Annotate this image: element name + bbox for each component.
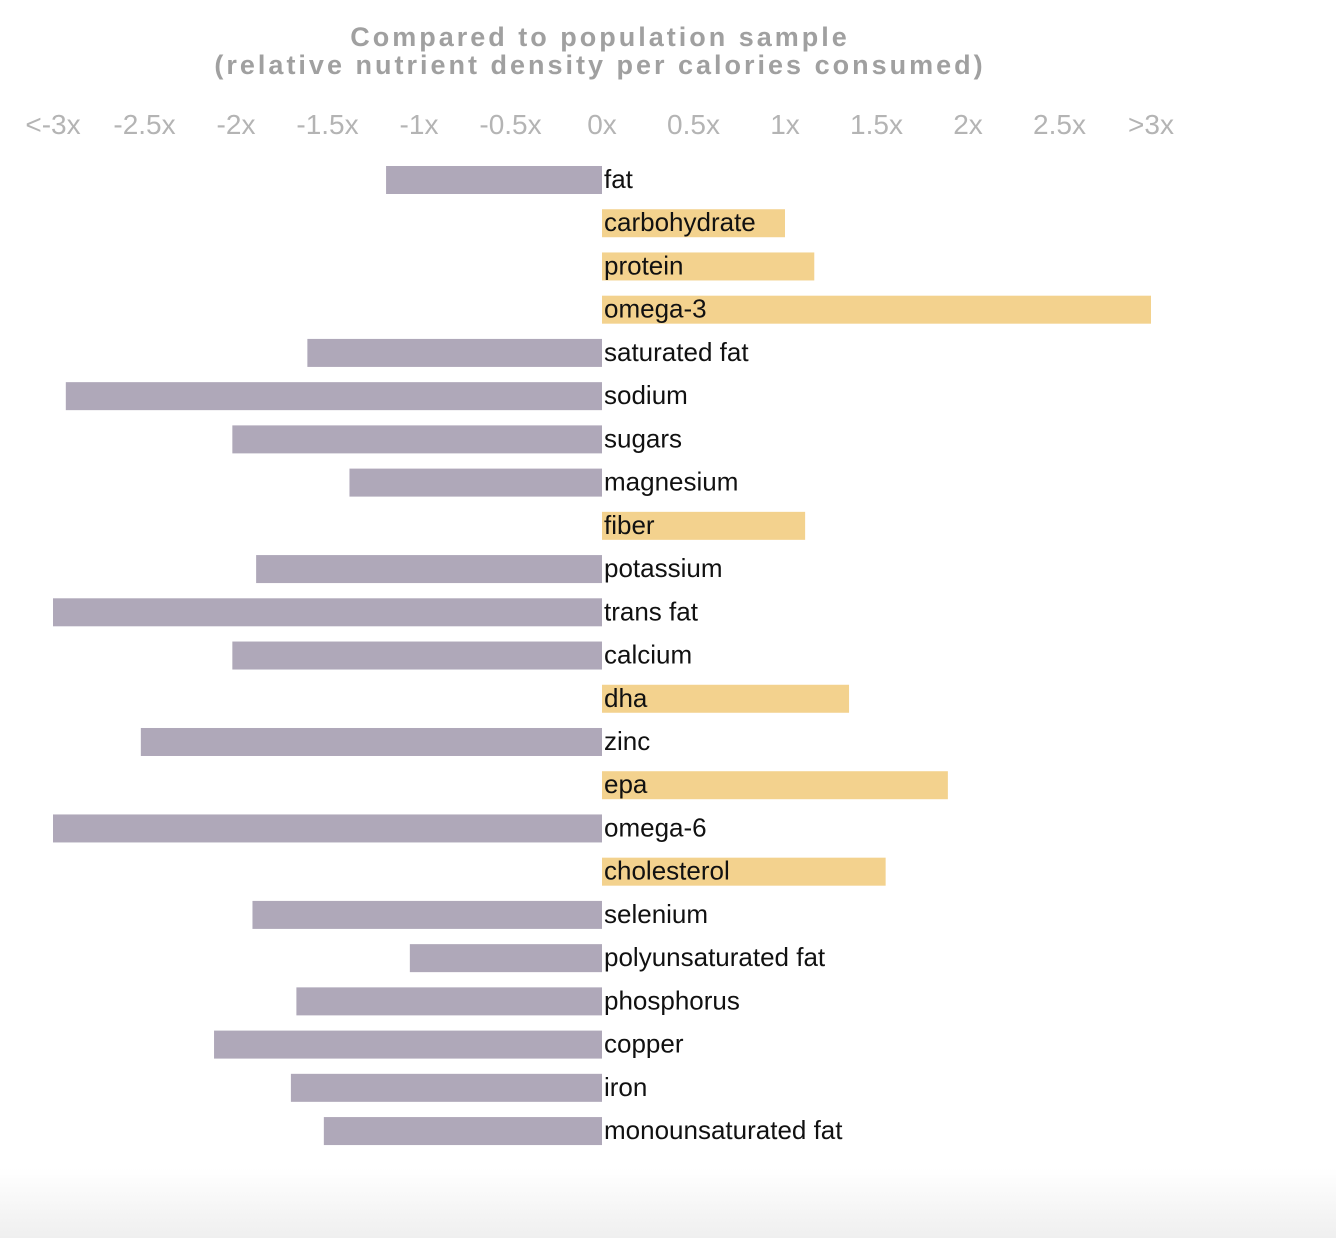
bar-sugars	[232, 425, 602, 454]
bar-label: fat	[604, 164, 634, 194]
bar-label: potassium	[604, 553, 723, 583]
bar-calcium	[232, 641, 602, 670]
bar-cholesterol	[602, 857, 886, 886]
bar-label: copper	[604, 1029, 684, 1059]
bar-label: calcium	[604, 640, 692, 670]
bar-chart: <-3x -2.5x -2x -1.5x -1x -0.5x 0x 0.5x 1x 1.5x 2x 2…	[25, 109, 1174, 1146]
bar-label: epa	[604, 769, 648, 799]
x-tick-label: -2.5x	[113, 109, 175, 140]
bar-copper	[214, 1030, 603, 1059]
chart-subtitle: (relative nutrient density per calories …	[214, 50, 986, 80]
bar-label: omega-3	[604, 294, 707, 324]
bar-label: selenium	[604, 899, 708, 929]
x-tick-label: -1.5x	[296, 109, 358, 140]
bar-label: trans fat	[604, 596, 699, 626]
x-tick-label: 1x	[770, 109, 800, 140]
bar-epa	[602, 771, 948, 800]
bar-label: omega-6	[604, 812, 707, 842]
bar-label: magnesium	[604, 467, 738, 497]
bar-polyunsaturated-fat	[409, 944, 602, 973]
bottom-fade	[0, 1168, 1336, 1238]
bar-label: monounsaturated fat	[604, 1115, 843, 1145]
bar-protein	[602, 252, 815, 281]
bar-omega-6	[53, 814, 602, 843]
bar-label: fiber	[604, 510, 655, 540]
bar-fat	[386, 166, 602, 194]
x-tick-label: 2x	[953, 109, 983, 140]
clipped-header-remnant: ▀▀ ▀	[576, 0, 632, 9]
bar-trans-fat	[53, 598, 602, 627]
x-tick-label: -0.5x	[479, 109, 541, 140]
bar-label: carbohydrate	[604, 207, 756, 237]
bar-fiber	[602, 511, 806, 540]
bar-saturated-fat	[307, 338, 602, 367]
bar-label: phosphorus	[604, 985, 740, 1015]
bar-sodium	[65, 382, 602, 411]
x-tick-label: <-3x	[25, 109, 80, 140]
x-tick-label: 0.5x	[667, 109, 720, 140]
bar-label: zinc	[604, 726, 650, 756]
x-tick-label: 0x	[587, 109, 617, 140]
x-tick-label: >3x	[1128, 109, 1174, 140]
bar-label: dha	[604, 683, 648, 713]
bar-label: saturated fat	[604, 337, 749, 367]
bar-phosphorus	[296, 987, 602, 1016]
chart-title: Compared to population sample	[350, 22, 850, 52]
bar-label: protein	[604, 250, 684, 280]
x-tick-label: -2x	[217, 109, 256, 140]
x-tick-label: 1.5x	[850, 109, 903, 140]
bar-dha	[602, 684, 850, 713]
bar-label: cholesterol	[604, 856, 730, 886]
bar-potassium	[256, 555, 602, 584]
bar-selenium	[252, 900, 602, 929]
bar-magnesium	[349, 468, 602, 497]
x-tick-label: 2.5x	[1033, 109, 1086, 140]
bar-label: iron	[604, 1072, 647, 1102]
bar-monounsaturated-fat	[323, 1117, 602, 1146]
x-tick-label: -1x	[400, 109, 439, 140]
bar-iron	[290, 1073, 602, 1102]
bar-carbohydrate	[602, 209, 785, 238]
bar-label: sugars	[604, 423, 682, 453]
bar-label: sodium	[604, 380, 688, 410]
bar-label: polyunsaturated fat	[604, 942, 826, 972]
bar-omega-3	[602, 295, 1151, 324]
bar-zinc	[140, 727, 602, 756]
